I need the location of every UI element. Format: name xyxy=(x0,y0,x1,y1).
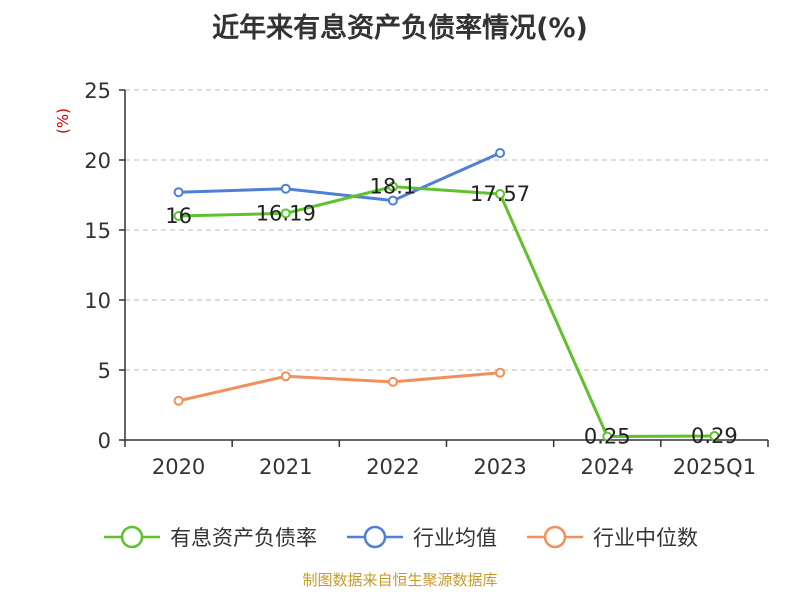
chart-title: 近年来有息资产负债率情况(%) xyxy=(212,13,588,44)
data-point xyxy=(387,181,398,192)
legend-marker-icon xyxy=(527,525,583,549)
legend-item-industry-median[interactable]: 行业中位数 xyxy=(525,522,698,552)
x-tick-label: 2021 xyxy=(259,455,312,479)
data-label: 18.1 xyxy=(370,175,417,199)
data-point xyxy=(495,189,506,200)
data-point xyxy=(280,208,291,219)
legend: 有息资产负债率 行业均值 行业中位数 xyxy=(0,521,800,553)
x-tick-label: 2020 xyxy=(152,455,205,479)
data-point xyxy=(495,148,506,158)
legend-marker-icon xyxy=(104,525,160,549)
data-point xyxy=(173,395,184,406)
legend-label: 行业中位数 xyxy=(593,526,698,550)
data-label: 0.25 xyxy=(584,425,631,449)
line-chart: 0 5 10 15 20 25 2020 2021 2022 2023 2024 2025Q1 16 16… xyxy=(84,79,769,479)
data-point xyxy=(387,376,398,387)
legend-label: 行业均值 xyxy=(413,526,497,550)
source-footer: 制图数据来自恒生聚源数据库 xyxy=(302,571,498,589)
data-point xyxy=(495,367,506,378)
data-point xyxy=(173,211,184,221)
data-point xyxy=(602,431,613,442)
y-tick-label: 15 xyxy=(84,219,111,243)
x-tick-label: 2024 xyxy=(581,455,634,479)
x-tick-label: 2022 xyxy=(366,455,419,479)
y-tick-label: 10 xyxy=(84,289,111,313)
x-tick-label: 2025Q1 xyxy=(673,455,756,479)
series-line xyxy=(178,371,501,403)
y-tick-label: 5 xyxy=(98,359,111,383)
series-line xyxy=(178,185,715,439)
data-point xyxy=(280,183,291,194)
x-tick-label: 2023 xyxy=(473,455,526,479)
y-tick-label: 20 xyxy=(84,149,111,173)
series-line xyxy=(178,151,501,203)
legend-marker-icon xyxy=(347,525,403,549)
y-tick-label: 25 xyxy=(84,79,111,103)
data-label: 16 xyxy=(165,204,192,228)
data-point xyxy=(173,187,184,198)
data-label: 17.57 xyxy=(470,182,530,206)
y-tick-label: 0 xyxy=(98,429,111,453)
data-point xyxy=(709,430,720,441)
legend-item-industry-mean[interactable]: 行业均值 xyxy=(345,522,497,552)
legend-label: 有息资产负债率 xyxy=(170,526,317,550)
legend-item-debt-ratio[interactable]: 有息资产负债率 xyxy=(102,522,317,552)
data-label: 0.29 xyxy=(691,424,738,448)
data-point xyxy=(387,195,398,206)
data-point xyxy=(280,371,291,382)
data-label: 16.19 xyxy=(256,201,316,225)
